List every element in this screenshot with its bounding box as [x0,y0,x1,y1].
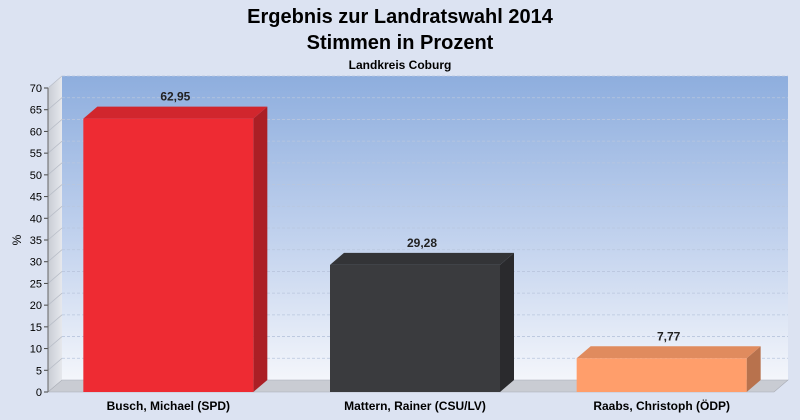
y-tick-label: 15 [30,322,42,334]
grid-line-side [47,249,63,263]
y-tick-label: 40 [30,213,42,225]
grid-line-side [47,162,63,176]
y-tick-label: 25 [30,278,42,290]
y-tick-label: 5 [36,365,42,377]
bars [83,106,761,393]
x-tick-label: Raabs, Christoph (ÖDP) [593,398,730,413]
y-tick-label: 50 [30,170,42,182]
grid-line-side [47,314,63,328]
y-tick-label: 35 [30,235,42,247]
y-tick-label: 0 [36,387,42,399]
y-axis-label: % [10,234,24,245]
bar [576,358,747,392]
bar-side [253,106,268,393]
y-tick-label: 70 [30,83,42,95]
chart-title-line-2: Stimmen in Prozent [306,32,494,54]
bar [330,264,500,392]
y-tick-label: 45 [30,192,42,204]
bar [83,118,254,393]
y-axis: 0 5 10 15 20 25 30 35 40 45 50 55 60 65 70% [10,83,49,399]
y-tick-label: 20 [30,300,42,312]
x-tick-label: Mattern, Rainer (CSU/LV) [344,399,486,413]
y-tick-label: 55 [30,148,42,160]
grid-line-side [47,184,63,197]
grid-line-side [47,357,63,371]
grid-line-side [47,140,63,154]
grid-line-side [47,336,63,349]
y-tick-label: 30 [30,257,42,269]
grid-line-side [47,227,63,241]
bar-top [576,346,761,359]
chart-title-block: Ergebnis zur Landratswahl 2014 Stimmen i… [0,0,800,73]
grid-line-side [47,271,63,284]
data-label: 7,77 [657,329,681,343]
chart-subtitle: Landkreis Coburg [348,58,452,72]
grid-line-side [47,75,63,89]
y-tick-label: 10 [30,344,42,356]
grid-line-side [47,97,63,111]
data-label: 29,28 [407,236,437,250]
grid-line-side [47,292,63,306]
bar-side [746,346,761,392]
data-label: 62,95 [160,90,190,104]
chart-title-line-1: Ergebnis zur Landratswahl 2014 [247,6,553,28]
grid-line-side [47,119,63,132]
grid-line-side [47,205,63,219]
bar-top [330,252,514,265]
y-tick-label: 60 [30,126,42,138]
labels: 62,95 Busch, Michael (SPD) 29,28 Mattern, R… [107,90,730,413]
x-tick-label: Busch, Michael (SPD) [107,399,230,413]
bar-top [83,106,268,119]
bar-side [500,252,514,392]
y-tick-label: 65 [30,105,42,117]
